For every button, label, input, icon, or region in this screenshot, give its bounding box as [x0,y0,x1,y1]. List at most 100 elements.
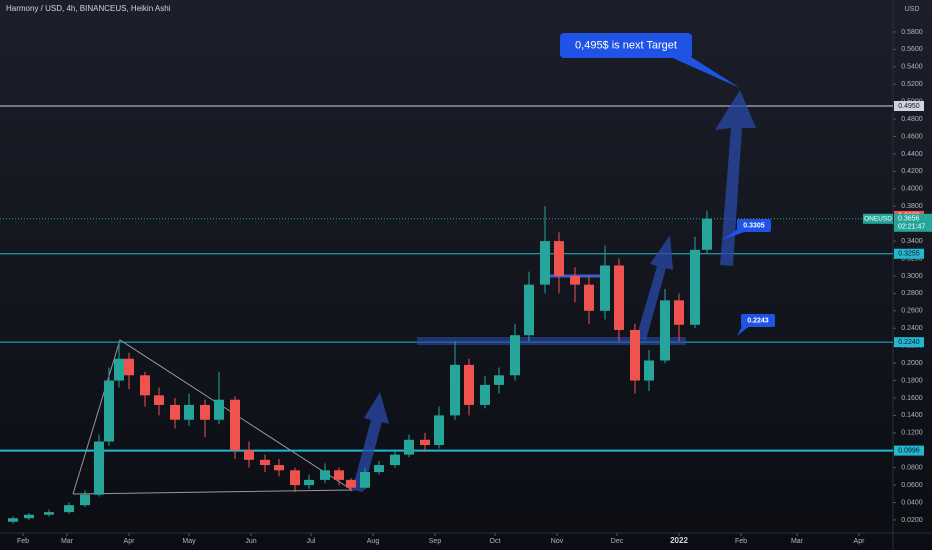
candle-body [510,335,520,376]
candle-body [464,364,474,405]
countdown: 02:21:47 [898,224,925,231]
candle-body [570,275,580,285]
candle-body [124,358,134,376]
callout-box [737,219,771,232]
x-tick-label: Oct [490,538,501,545]
symbol-tag [863,213,893,224]
x-tick-label: Apr [124,538,136,545]
callout-box [741,314,775,327]
y-tick-label: 0.4600 [901,133,923,140]
candle-body [690,249,700,325]
chart-title: Harmony / USD, 4h, BINANCEUS, Heikin Ash… [6,4,171,13]
level-tag [894,248,924,259]
candle-body [494,375,504,385]
y-tick-label: 0.2000 [901,360,923,367]
x-tick-label: 2022 [670,536,688,545]
y-tick-label: 0.4800 [901,116,923,123]
drawings [72,90,756,495]
candle-body [8,518,18,522]
candle-body [320,470,330,480]
candle-body [44,512,54,515]
y-tick-label: 0.4200 [901,168,923,175]
level-label: 0.4950 [898,103,920,110]
candle-body [644,360,654,381]
callout-text: 0,495$ is next Target [575,39,677,51]
price-tag [894,213,932,232]
level-tag [894,445,924,456]
arrow [352,392,389,492]
y-tick-label: 0.2800 [901,290,923,297]
candle-body [404,439,414,455]
candle-body [450,364,460,416]
candle-body [214,399,224,420]
y-tick-label: 0.3000 [901,273,923,280]
level-tag [894,337,924,348]
currency: USD [905,6,920,13]
x-tick-label: Apr [854,538,866,545]
candle-body [230,399,240,451]
candle-body [674,300,684,325]
y-tick-label: 0.5800 [901,29,923,36]
candle-body [304,479,314,486]
candle-body [524,284,534,336]
y-tick-label: 0.2400 [901,325,923,332]
level-label: 0.3255 [898,251,920,258]
level-label: 0.2240 [898,339,920,346]
y-tick-label: 0.1200 [901,430,923,437]
callout-text: 0.2243 [747,317,769,324]
x-tick-label: Jul [307,538,316,545]
candle-body [584,284,594,311]
level-tag [894,101,924,112]
candle-body [420,439,430,446]
candle-body [184,404,194,420]
y-tick-label: 0.3800 [901,203,923,210]
candle-body [702,218,712,250]
y-tick-label: 0.1400 [901,412,923,419]
x-tick-label: Feb [17,538,29,545]
x-tick-label: Nov [551,538,564,545]
candle-body [434,415,444,446]
candle-body [244,450,254,460]
callout-pointer [666,50,740,88]
x-tick-label: Sep [429,538,442,545]
y-tick-label: 0.3400 [901,238,923,245]
y-tick-label: 0.0600 [901,482,923,489]
arrow [636,235,673,340]
candle-body [630,329,640,381]
y-tick-label: 0.5200 [901,81,923,88]
x-tick-label: Aug [367,538,380,545]
candle-body [274,465,284,471]
candle-body [94,441,104,495]
candle-body [260,459,270,466]
candle-body [660,300,670,361]
y-tick-label: 0.3200 [901,255,923,262]
candle-body [334,470,344,480]
zone [417,337,686,345]
y-tick-label: 0.1600 [901,395,923,402]
x-tick-label: May [182,538,196,545]
candle-body [374,465,384,473]
y-tick-label: 0.5600 [901,46,923,53]
y-tick-label: 0.1800 [901,377,923,384]
x-tick-label: Mar [791,538,804,545]
candle-body [114,358,124,381]
y-tick-label: 0.0200 [901,517,923,524]
y-tick-label: 0.4000 [901,186,923,193]
callouts: 0,495$ is next Target 0.3305 0.2243 [560,33,775,336]
y-tick-label: 0.4400 [901,151,923,158]
candle-body [24,514,34,519]
y-tick-label: 0.0400 [901,499,923,506]
candle-body [170,404,180,420]
candle-body [614,265,624,330]
candle-body [140,375,150,396]
candle-body [64,505,74,513]
candle-body [600,265,610,311]
callout-box [560,33,692,58]
candle-body [554,241,564,276]
x-tick-label: Feb [735,538,747,545]
price-label: 0.3656 [898,216,920,223]
symbol-label: ONEUSD [864,215,892,222]
candle-body [390,454,400,466]
